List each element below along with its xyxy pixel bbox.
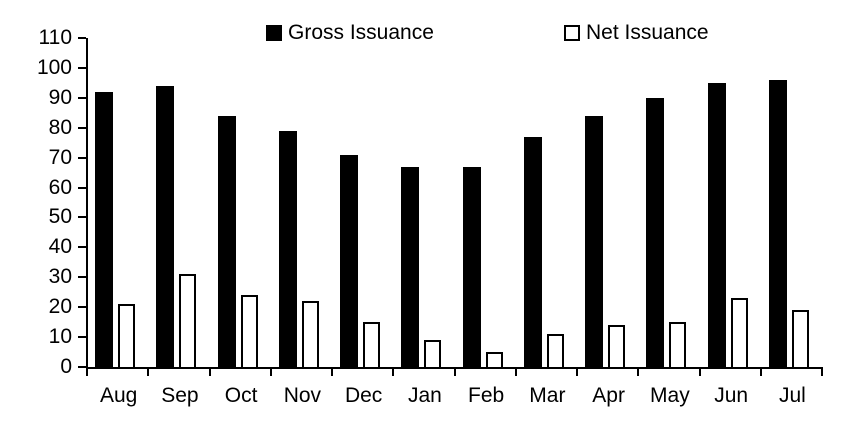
y-axis-tick-mark [78, 366, 86, 368]
x-axis-tick-mark [514, 369, 517, 376]
x-axis-tick-mark [698, 369, 701, 376]
legend-item-gross-issuance: Gross Issuance [266, 22, 434, 43]
bar-net-nov [301, 301, 319, 367]
x-axis-tick-label: May [650, 384, 690, 407]
bar-net-jun [730, 298, 748, 367]
x-axis-tick-label: Apr [592, 384, 625, 407]
x-axis-tick-label: Aug [99, 384, 138, 407]
y-axis-tick-mark [78, 66, 86, 69]
bar-gross-dec [340, 154, 358, 367]
y-axis-tick-label: 10 [48, 325, 72, 349]
x-axis-tick-mark [637, 369, 640, 376]
y-axis-tick-label: 80 [48, 115, 72, 139]
y-axis-tick-label: 50 [48, 205, 72, 229]
bar-gross-mar [523, 136, 542, 367]
x-axis-tick-label: Jan [407, 384, 442, 407]
x-axis-tick-mark [453, 369, 456, 376]
bar-gross-jan [401, 166, 420, 367]
bar-net-oct [240, 295, 258, 367]
bar-gross-aug [95, 91, 113, 367]
legend-label-gross-issuance: Gross Issuance [288, 21, 434, 44]
x-axis-tick-label: Feb [468, 384, 505, 407]
y-axis-tick-label: 70 [48, 145, 72, 169]
bar-gross-nov [278, 130, 297, 367]
x-axis-tick-mark [147, 369, 150, 376]
bar-net-mar [546, 334, 564, 367]
y-axis-tick-mark [78, 306, 86, 309]
bar-net-aug [118, 304, 135, 367]
y-axis-tick-label: 30 [48, 265, 72, 289]
x-axis-tick-mark [86, 369, 88, 376]
y-axis-tick-mark [78, 216, 86, 219]
y-axis-tick-label: 100 [36, 55, 72, 79]
y-axis-tick-mark [78, 37, 86, 39]
y-axis-tick-label: 110 [38, 26, 72, 49]
x-axis-tick-label: Oct [224, 384, 258, 407]
x-axis-tick-label: Jun [714, 384, 749, 407]
y-axis-tick-mark [78, 246, 86, 249]
x-axis-tick-label: Sep [161, 384, 199, 407]
bar-net-feb [485, 352, 503, 367]
legend-label-net-issuance: Net Issuance [586, 21, 709, 44]
y-axis-tick-label: 60 [48, 175, 72, 199]
y-axis-tick-label: 0 [60, 355, 72, 378]
x-axis-tick-label: Dec [344, 384, 383, 407]
x-axis-tick-mark [331, 369, 333, 376]
y-axis-tick-label: 20 [48, 295, 72, 319]
bar-gross-jul [768, 79, 787, 367]
y-axis-tick-mark [78, 186, 86, 189]
x-axis-tick-label: Nov [283, 384, 322, 407]
bar-net-jul [791, 310, 809, 367]
x-axis-tick-label: Mar [529, 384, 566, 407]
bar-gross-jun [707, 82, 726, 367]
y-axis-tick-label: 90 [48, 85, 72, 109]
bar-net-apr [608, 325, 625, 367]
bar-gross-oct [217, 115, 236, 367]
gross-issuance-swatch-icon [266, 24, 282, 41]
y-axis-tick-label: 40 [48, 235, 72, 259]
bar-gross-sep [156, 85, 175, 367]
x-axis-tick-mark [821, 369, 823, 376]
bar-net-dec [363, 322, 380, 367]
bar-gross-apr [585, 115, 603, 367]
plot-area [86, 38, 823, 369]
y-axis-tick-mark [78, 96, 86, 99]
y-axis-tick-mark [78, 126, 86, 129]
x-axis-tick-mark [392, 369, 395, 376]
x-axis-tick-mark [759, 369, 762, 376]
bar-net-sep [179, 274, 197, 367]
y-axis-tick-mark [78, 336, 86, 339]
bar-net-jan [424, 340, 442, 367]
legend-item-net-issuance: Net Issuance [564, 22, 709, 43]
bar-gross-may [646, 97, 665, 367]
x-axis-tick-mark [269, 369, 272, 376]
x-axis-tick-mark [576, 369, 578, 376]
x-axis-tick-label: Jul [778, 384, 806, 407]
y-axis-tick-mark [78, 276, 86, 279]
net-issuance-swatch-icon [564, 24, 580, 41]
bar-net-may [669, 322, 687, 367]
y-axis-tick-mark [78, 156, 86, 159]
bar-gross-feb [462, 166, 481, 367]
x-axis-tick-mark [208, 369, 211, 376]
